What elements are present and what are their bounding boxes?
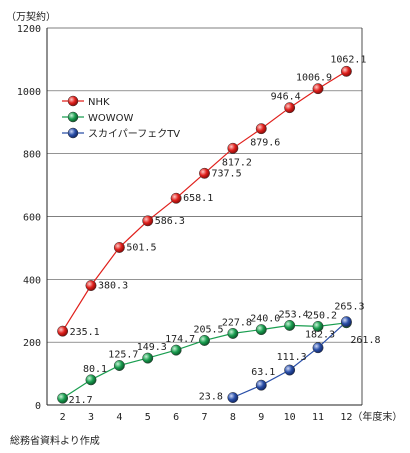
x-tick-label: 12 <box>340 412 352 423</box>
data-label: 1006.9 <box>296 73 332 84</box>
data-point <box>199 167 210 179</box>
data-point <box>312 83 324 95</box>
data-label: 182.3 <box>305 330 335 341</box>
data-label: 879.6 <box>250 138 280 149</box>
source-note: 総務省資料より作成 <box>10 434 100 447</box>
x-tick-label: 4 <box>116 412 122 423</box>
data-point <box>57 392 69 404</box>
legend: NHK WOWOW スカイパーフェクTV <box>62 95 180 140</box>
legend-label: スカイパーフェクTV <box>88 128 180 140</box>
data-point <box>227 142 239 154</box>
data-point <box>142 352 154 364</box>
data-label: 817.2 <box>222 157 252 168</box>
y-tick-label: 600 <box>23 213 41 224</box>
data-point <box>312 342 324 354</box>
data-point <box>340 65 352 77</box>
data-label: 227.8 <box>222 317 252 328</box>
data-point <box>284 364 296 376</box>
x-tick-label: 7 <box>201 412 207 423</box>
data-point <box>142 215 154 227</box>
data-point <box>312 320 324 332</box>
y-tick-label: 400 <box>23 275 41 286</box>
data-label: 149.3 <box>137 342 167 353</box>
y-tick-label: 800 <box>23 150 41 161</box>
data-label: 586.3 <box>155 216 185 227</box>
data-label: 261.8 <box>350 335 380 346</box>
data-point <box>113 241 125 253</box>
data-label: 174.7 <box>165 334 195 345</box>
x-axis-suffix: （年度末） <box>352 410 402 423</box>
y-axis-label: （万契約） <box>6 10 56 23</box>
data-point <box>284 319 296 331</box>
data-label: 1062.1 <box>330 54 366 65</box>
data-label: 737.5 <box>212 168 242 179</box>
data-label: 265.3 <box>334 302 364 313</box>
y-tick-label: 200 <box>23 338 41 349</box>
x-tick-label: 11 <box>312 412 324 423</box>
data-point <box>85 374 97 386</box>
data-label: 380.3 <box>98 281 128 292</box>
axes: 0 200 400 600 800 1000 1200 2 3 4 5 6 7 8 9 10 11 12 （年度末） <box>17 24 402 423</box>
legend-marker-0 <box>67 95 79 107</box>
y-tick-label: 1000 <box>17 87 41 98</box>
legend-label: WOWOW <box>88 113 134 124</box>
y-tick-label: 0 <box>35 401 41 412</box>
x-tick-label: 2 <box>60 412 66 423</box>
data-label: 63.1 <box>251 367 275 378</box>
x-tick-label: 8 <box>230 412 236 423</box>
legend-marker-1 <box>67 111 79 123</box>
data-point <box>170 344 182 356</box>
legend-marker-2 <box>67 127 79 139</box>
x-tick-label: 3 <box>88 412 94 423</box>
x-tick-label: 6 <box>173 412 179 423</box>
data-points <box>57 65 352 404</box>
data-label: 235.1 <box>70 327 100 338</box>
data-label: 250.2 <box>307 310 337 321</box>
x-tick-label: 9 <box>258 412 264 423</box>
data-point <box>170 192 182 204</box>
legend-label: NHK <box>88 97 110 108</box>
data-label: 946.4 <box>271 92 301 103</box>
data-point <box>255 123 267 135</box>
data-label: 501.5 <box>126 242 156 253</box>
data-point <box>199 334 210 346</box>
data-label: 240.0 <box>250 314 280 325</box>
data-label: 80.1 <box>83 364 107 375</box>
data-label: 253.4 <box>279 309 309 320</box>
x-tick-label: 5 <box>145 412 151 423</box>
data-point <box>340 316 352 328</box>
data-point <box>255 379 267 391</box>
data-point <box>227 327 239 339</box>
grid <box>47 27 362 406</box>
data-point <box>284 102 296 114</box>
x-tick-label: 10 <box>284 412 296 423</box>
data-label: 205.5 <box>193 324 223 335</box>
data-label: 111.3 <box>277 352 307 363</box>
data-label: 23.8 <box>199 392 223 403</box>
data-label: 658.1 <box>183 193 213 204</box>
data-point <box>57 325 69 337</box>
data-label: 21.7 <box>69 395 93 406</box>
data-point <box>255 324 267 336</box>
data-point <box>85 280 97 291</box>
data-point <box>227 392 239 403</box>
data-point <box>113 360 125 371</box>
data-label: 125.7 <box>108 350 138 361</box>
y-tick-label: 1200 <box>17 24 41 35</box>
